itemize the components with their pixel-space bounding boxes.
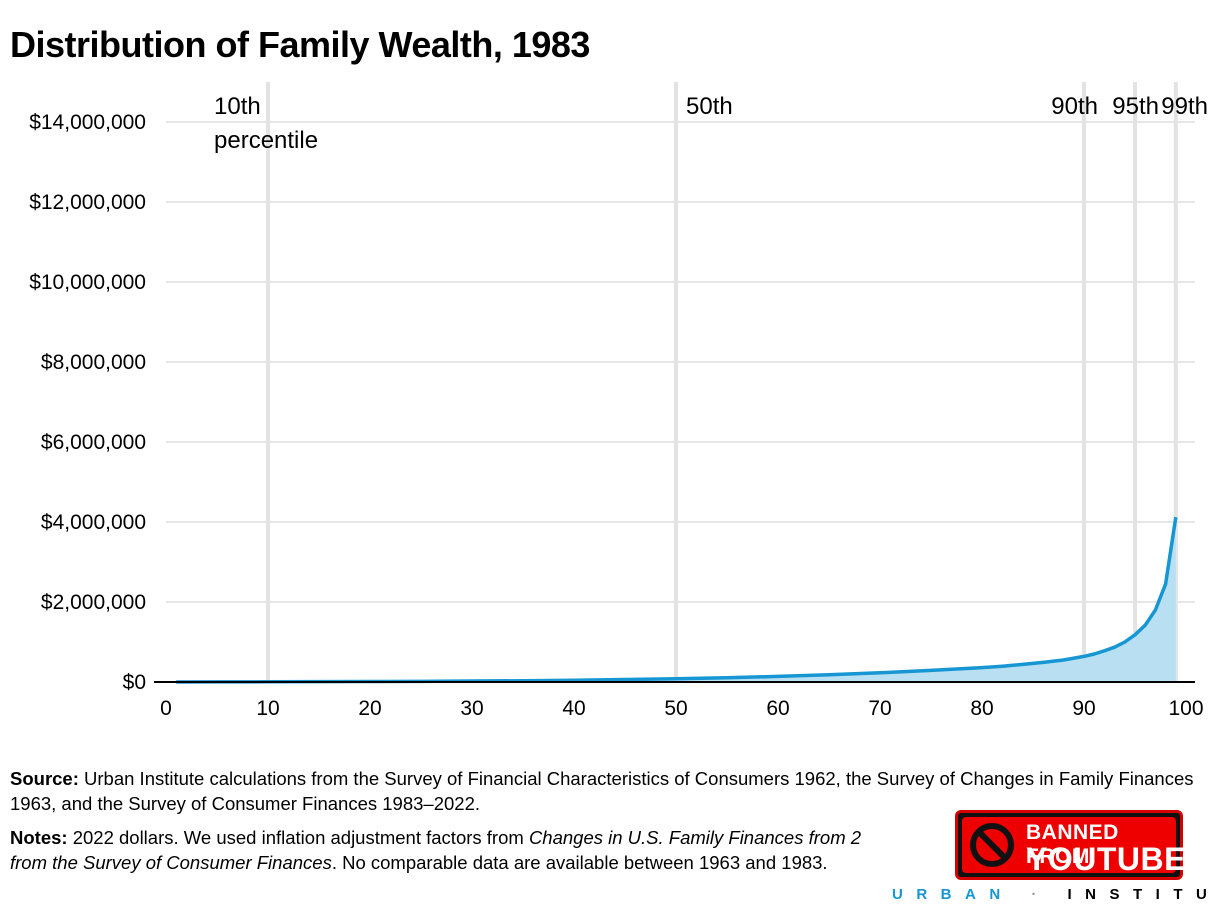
percentile-label: 90th <box>1051 93 1098 120</box>
source-note: Source: Urban Institute calculations fro… <box>10 766 1200 816</box>
x-tick-label: 20 <box>358 697 381 720</box>
y-tick-label: $14,000,000 <box>29 111 146 134</box>
notes-italic-2: from the Survey of Consumer Finances <box>10 852 332 873</box>
x-tick-label: 10 <box>256 697 279 720</box>
percentile-label: 95th <box>1112 93 1159 120</box>
x-tick-label: 0 <box>160 697 172 720</box>
brand-part-2: INSTITUTE <box>1067 886 1220 903</box>
x-tick-label: 90 <box>1072 697 1095 720</box>
notes: Notes: 2022 dollars. We used inflation a… <box>10 825 1200 875</box>
x-tick-label: 40 <box>562 697 585 720</box>
y-tick-label: $0 <box>123 671 146 694</box>
percentile-sublabel: percentile <box>214 127 318 154</box>
notes-label: Notes: <box>10 827 68 848</box>
brand-part-1: URBAN <box>892 886 1014 903</box>
no-entry-icon <box>970 823 1014 867</box>
series-area <box>176 517 1176 682</box>
y-tick-label: $12,000,000 <box>29 191 146 214</box>
x-tick-label: 50 <box>664 697 687 720</box>
urban-institute-logo: URBAN · INSTITUTE <box>892 886 1220 903</box>
wealth-distribution-chart: $0 $2,000,000 $4,000,000 $6,000,000 $8,000,0… <box>29 82 1208 720</box>
x-tick-label: 70 <box>868 697 891 720</box>
source-label: Source: <box>10 768 79 789</box>
y-tick-label: $6,000,000 <box>41 431 146 454</box>
notes-text-1: 2022 dollars. We used inflation adjustme… <box>67 827 529 848</box>
source-text: Urban Institute calculations from the Su… <box>10 768 1194 814</box>
y-tick-label: $4,000,000 <box>41 511 146 534</box>
banned-badge: BANNED FROM YOUTUBE <box>955 810 1186 880</box>
brand-separator: · <box>1031 886 1050 903</box>
x-tick-label: 100 <box>1168 697 1203 720</box>
y-tick-label: $2,000,000 <box>41 591 146 614</box>
y-tick-label: $8,000,000 <box>41 351 146 374</box>
x-tick-label: 60 <box>766 697 789 720</box>
notes-italic-1: Changes in U.S. Family Finances from 2 <box>528 827 862 848</box>
percentile-label: 10th <box>214 93 261 120</box>
chart-title: Distribution of Family Wealth, 1983 <box>10 24 590 65</box>
notes-text-2: . No comparable data are available betwe… <box>331 852 828 873</box>
badge-line-2: YOUTUBE <box>1026 841 1186 877</box>
percentile-label: 50th <box>686 93 733 120</box>
x-tick-label: 30 <box>460 697 483 720</box>
badge-line-1: BANNED FROM <box>1026 821 1119 868</box>
y-tick-label: $10,000,000 <box>29 271 146 294</box>
percentile-label: 99th <box>1161 93 1208 120</box>
x-tick-label: 80 <box>970 697 993 720</box>
